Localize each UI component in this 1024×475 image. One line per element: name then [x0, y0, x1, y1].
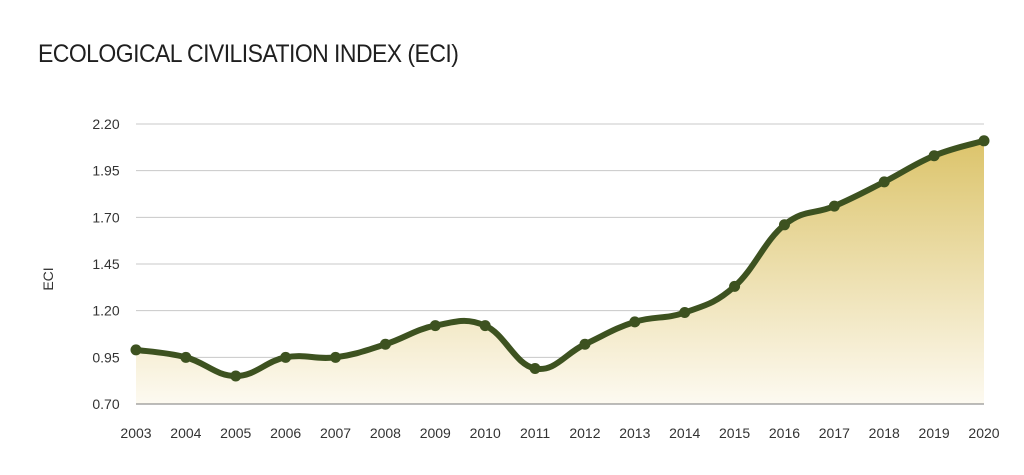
x-tick-label: 2007	[320, 425, 351, 441]
x-tick-label: 2019	[919, 425, 950, 441]
data-point	[679, 307, 691, 319]
data-point	[778, 219, 790, 231]
x-tick-label: 2012	[569, 425, 600, 441]
data-point	[878, 176, 890, 188]
x-tick-label: 2013	[619, 425, 650, 441]
data-point	[330, 351, 342, 363]
x-tick-label: 2018	[869, 425, 900, 441]
data-point	[529, 363, 541, 375]
y-tick-label: 0.95	[92, 349, 119, 365]
x-tick-label: 2015	[719, 425, 750, 441]
y-axis-ticks: 0.70 0.95 1.20 1.45 1.70 1.95 2.20	[92, 116, 119, 412]
x-tick-label: 2020	[968, 425, 999, 441]
x-tick-label: 2008	[370, 425, 401, 441]
area-fill	[136, 140, 984, 405]
x-tick-label: 2004	[170, 425, 201, 441]
x-tick-label: 2010	[470, 425, 501, 441]
y-tick-label: 0.70	[92, 396, 119, 412]
y-axis-label: ECI	[40, 267, 56, 290]
y-tick-label: 1.45	[92, 256, 119, 272]
data-point	[729, 280, 741, 292]
data-point	[928, 150, 940, 162]
x-tick-label: 2006	[270, 425, 301, 441]
data-point	[629, 316, 641, 328]
data-point	[579, 338, 591, 350]
data-point	[180, 351, 192, 363]
x-tick-label: 2011	[520, 425, 550, 441]
x-tick-label: 2005	[220, 425, 251, 441]
data-point	[828, 200, 840, 212]
y-tick-label: 1.20	[92, 303, 119, 319]
data-point	[479, 320, 491, 332]
data-point	[230, 370, 242, 382]
y-tick-label: 1.70	[92, 209, 119, 225]
x-tick-label: 2017	[819, 425, 850, 441]
data-point	[130, 344, 142, 356]
data-point	[429, 320, 441, 332]
x-tick-label: 2009	[420, 425, 451, 441]
x-tick-label: 2003	[120, 425, 151, 441]
data-point	[978, 135, 990, 147]
x-tick-label: 2014	[669, 425, 700, 441]
chart-title: ECOLOGICAL CIVILISATION INDEX (ECI)	[38, 40, 459, 68]
x-axis-ticks: 2003 2004 2005 2006 2007 2008 2009 2010 2011 2012…	[120, 425, 999, 441]
data-point	[379, 338, 391, 350]
data-points	[130, 135, 990, 382]
data-point	[280, 351, 292, 363]
y-tick-label: 1.95	[92, 163, 119, 179]
y-tick-label: 2.20	[92, 116, 119, 132]
x-tick-label: 2016	[769, 425, 800, 441]
